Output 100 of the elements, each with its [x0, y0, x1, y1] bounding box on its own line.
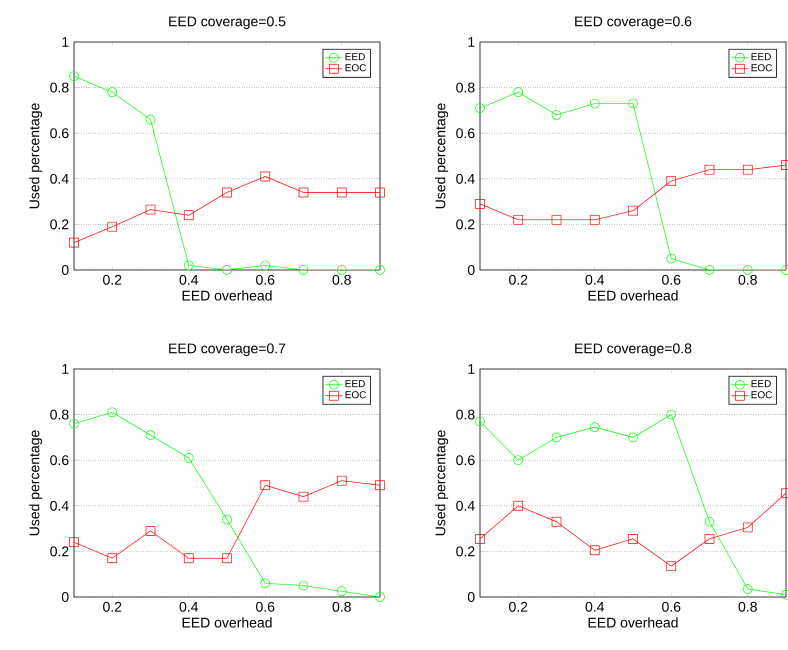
- point: [475, 103, 485, 113]
- point: [552, 432, 562, 442]
- point: [590, 422, 600, 432]
- point: [513, 214, 524, 225]
- legend-label: EED: [752, 53, 771, 60]
- y-axis-title: Used percentage: [435, 430, 448, 536]
- y-axis-title: Used percentage: [29, 103, 42, 208]
- y-tick-label: 0.2: [456, 219, 474, 230]
- x-tick-label: 0.8: [738, 274, 757, 285]
- y-tick-label: 1: [62, 37, 68, 47]
- point: [222, 553, 232, 564]
- point: [552, 214, 562, 225]
- point: [260, 260, 270, 270]
- y-tick-label: 0.4: [50, 174, 69, 184]
- point: [336, 265, 347, 275]
- x-axis-title: EED overhead: [182, 290, 272, 301]
- point: [590, 214, 600, 225]
- x-axis-title: EED overhead: [588, 617, 678, 628]
- point: [552, 110, 562, 120]
- point: [666, 561, 676, 572]
- y-tick-label: 0.4: [456, 500, 475, 511]
- point: [475, 199, 485, 209]
- point: [590, 545, 600, 556]
- y-tick-label: 0.6: [50, 128, 69, 138]
- point: [628, 534, 638, 544]
- legend-label: EED: [346, 53, 365, 60]
- point: [666, 176, 676, 186]
- point: [260, 480, 270, 490]
- point: [146, 114, 156, 124]
- chart-title: EED coverage=0.6: [575, 16, 692, 30]
- y-tick-label: 0.2: [456, 546, 474, 556]
- point: [107, 553, 118, 564]
- legend-label: EOC: [346, 64, 366, 72]
- x-tick-label: 0.6: [662, 602, 680, 612]
- point: [222, 265, 232, 275]
- point: [375, 592, 385, 602]
- point: [704, 164, 714, 175]
- point: [552, 516, 562, 527]
- point: [590, 98, 600, 108]
- point: [628, 206, 638, 216]
- point: [742, 164, 753, 175]
- point: [298, 188, 308, 198]
- x-tick-label: 0.6: [256, 274, 274, 285]
- chart-title: EED coverage=0.5: [169, 16, 286, 30]
- y-tick-label: 0.6: [50, 455, 69, 466]
- y-tick-label: 1: [468, 37, 474, 47]
- point: [298, 580, 308, 590]
- point: [375, 188, 385, 198]
- point: [742, 584, 753, 594]
- y-tick-label: 0.6: [456, 455, 475, 466]
- point: [513, 455, 524, 466]
- point: [146, 204, 156, 214]
- point: [146, 526, 156, 536]
- y-tick-label: 0.8: [50, 410, 69, 420]
- x-tick-label: 0.4: [586, 602, 604, 612]
- y-tick-label: 0.4: [50, 500, 69, 511]
- x-axis-title: EED overhead: [182, 617, 272, 628]
- point: [184, 210, 194, 220]
- point: [184, 453, 194, 463]
- point: [513, 87, 524, 97]
- point: [666, 410, 676, 420]
- point: [69, 418, 79, 429]
- point: [298, 492, 308, 502]
- y-tick-label: 0.8: [456, 410, 475, 420]
- y-tick-label: 0: [468, 265, 475, 275]
- point: [666, 254, 676, 264]
- point: [184, 260, 194, 270]
- x-tick-label: 0.4: [586, 274, 604, 285]
- chart-title: EED coverage=0.7: [169, 343, 286, 356]
- point: [107, 222, 118, 232]
- legend-label: EED: [752, 380, 771, 388]
- y-tick-label: 0: [468, 592, 475, 602]
- x-tick-label: 0.2: [509, 274, 528, 285]
- point: [375, 480, 385, 490]
- point: [107, 407, 118, 418]
- point: [742, 522, 753, 532]
- point: [628, 432, 638, 442]
- point: [628, 98, 638, 108]
- x-tick-label: 0.4: [180, 274, 198, 285]
- y-tick-label: 1: [62, 364, 68, 374]
- y-axis-title: Used percentage: [29, 430, 42, 536]
- point: [69, 537, 79, 548]
- y-axis-title: Used percentage: [435, 103, 448, 208]
- x-tick-label: 0.4: [180, 602, 198, 612]
- point: [336, 188, 347, 198]
- y-tick-label: 1: [468, 364, 474, 374]
- x-tick-label: 0.2: [103, 602, 122, 612]
- x-tick-label: 0.2: [103, 274, 122, 285]
- y-tick-label: 0: [62, 592, 69, 602]
- point: [107, 87, 118, 97]
- x-tick-label: 0.6: [256, 602, 274, 612]
- x-axis-title: EED overhead: [588, 290, 678, 301]
- point: [336, 586, 347, 596]
- point: [704, 516, 714, 527]
- y-tick-label: 0.2: [50, 546, 68, 556]
- y-tick-label: 0: [62, 265, 69, 275]
- y-tick-label: 0.8: [50, 82, 69, 93]
- point: [69, 71, 79, 82]
- point: [475, 416, 485, 426]
- legend-label: EOC: [752, 64, 772, 72]
